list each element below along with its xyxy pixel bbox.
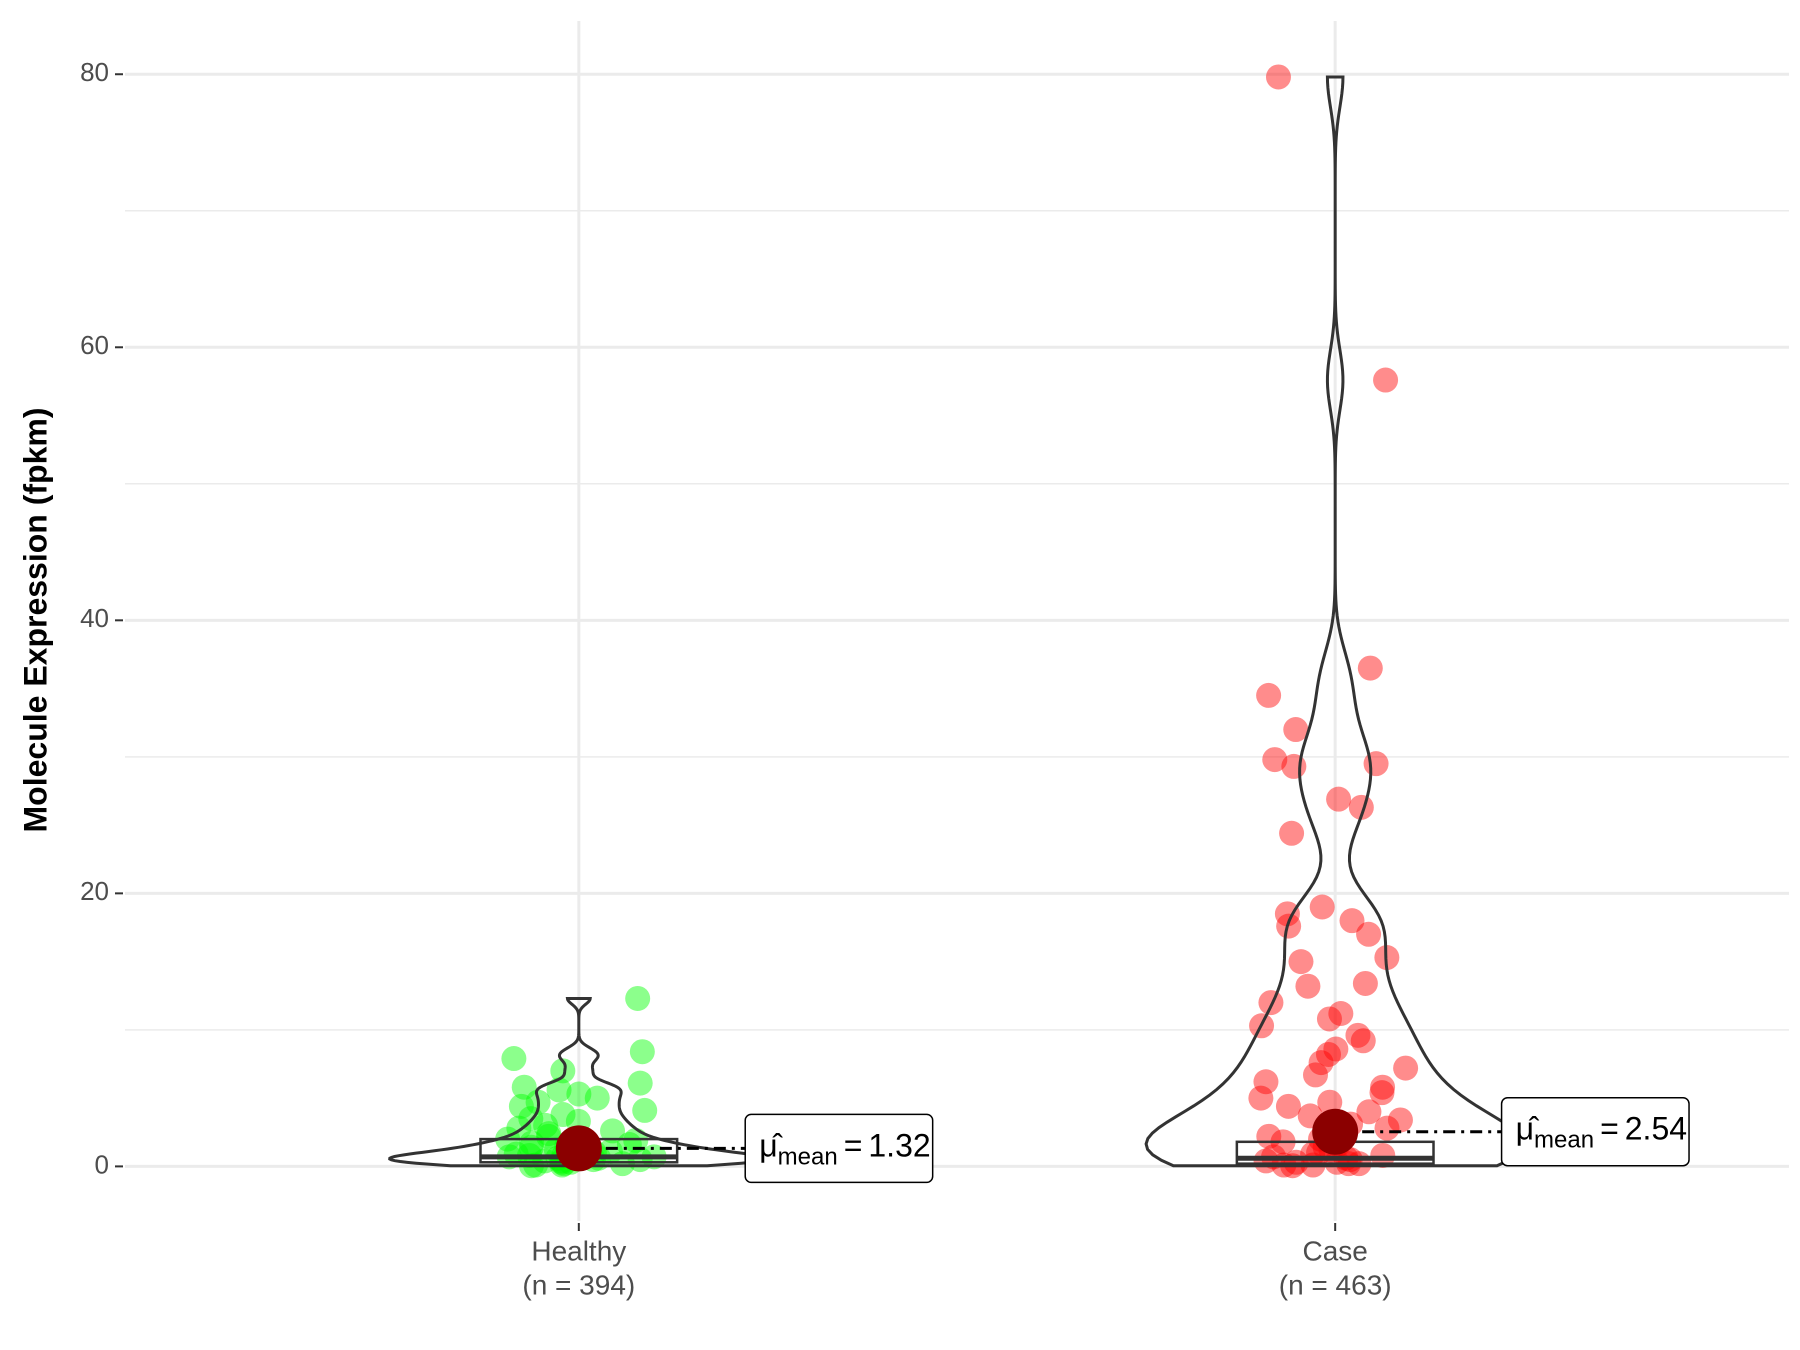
- data-point: [1370, 1074, 1396, 1100]
- y-axis-title: Molecule Expression (fpkm): [17, 408, 53, 833]
- data-point: [518, 1134, 544, 1160]
- data-point: [1373, 367, 1399, 393]
- data-point: [1262, 747, 1288, 773]
- data-point: [1248, 1085, 1274, 1111]
- data-point: [1328, 1000, 1354, 1026]
- mean-label: μ̂mean = 2.54: [1516, 1111, 1687, 1154]
- mean-point: [1312, 1108, 1359, 1155]
- data-point: [546, 1077, 572, 1103]
- data-point: [600, 1118, 626, 1144]
- mean-point: [555, 1125, 602, 1172]
- data-point: [1387, 1107, 1413, 1133]
- data-point: [1357, 655, 1383, 681]
- mean-label: μ̂mean = 1.32: [759, 1128, 930, 1171]
- violin: [1144, 75, 1526, 1168]
- y-tick-label: 20: [80, 876, 109, 906]
- data-point: [625, 985, 651, 1011]
- mean-value: 1.32: [868, 1128, 930, 1164]
- data-point: [1345, 1022, 1371, 1048]
- data-point: [1258, 990, 1284, 1016]
- mean-label-box: [1500, 1096, 1690, 1167]
- group: μ̂mean = 2.54: [1144, 64, 1690, 1179]
- y-tick-label: 60: [80, 330, 109, 360]
- data-point: [550, 1058, 576, 1084]
- data-point: [584, 1085, 610, 1111]
- data-point: [536, 1123, 562, 1149]
- x-tick-label: Case: [1302, 1235, 1367, 1266]
- data-point: [566, 1081, 592, 1107]
- data-point: [1356, 1099, 1382, 1125]
- data-point: [1316, 1006, 1342, 1032]
- data-point: [1370, 1142, 1396, 1168]
- y-tick-label: 80: [80, 57, 109, 87]
- data-point: [511, 1074, 537, 1100]
- data-point: [1308, 1050, 1334, 1076]
- violin: [388, 996, 770, 1168]
- data-point: [1352, 970, 1378, 996]
- x-count-label: (n = 463): [1279, 1269, 1392, 1300]
- data-point: [1288, 949, 1314, 975]
- y-tick-label: 0: [95, 1149, 109, 1179]
- mean-equals: =: [1600, 1111, 1619, 1147]
- mean-label-box: [744, 1113, 934, 1184]
- data-point: [1281, 753, 1307, 779]
- data-point: [1265, 64, 1291, 90]
- data-point: [1275, 1093, 1301, 1119]
- data-point: [1253, 1069, 1279, 1095]
- data-point: [550, 1102, 576, 1128]
- mean-value: 2.54: [1625, 1111, 1687, 1147]
- data-point: [1393, 1055, 1419, 1081]
- data-point: [1350, 1028, 1376, 1054]
- data-point: [1279, 820, 1305, 846]
- data-point: [627, 1070, 653, 1096]
- data-point: [1295, 973, 1321, 999]
- data-point: [1374, 1115, 1400, 1141]
- data-point: [629, 1039, 655, 1065]
- x-tick-label: Healthy: [531, 1235, 626, 1266]
- x-count-label: (n = 394): [522, 1269, 635, 1300]
- data-point: [1326, 786, 1352, 812]
- data-point: [1283, 717, 1309, 743]
- data-point: [1323, 1036, 1349, 1062]
- mean-equals: =: [844, 1128, 863, 1164]
- group: μ̂mean = 1.32: [388, 985, 934, 1184]
- data-point: [1256, 682, 1282, 708]
- data-point: [1274, 901, 1300, 927]
- data-point: [1339, 908, 1365, 934]
- y-tick-label: 40: [80, 603, 109, 633]
- data-point: [508, 1093, 534, 1119]
- data-point: [1302, 1062, 1328, 1088]
- mean-subscript: mean: [778, 1144, 838, 1171]
- data-point: [1315, 1041, 1341, 1067]
- data-point: [1356, 921, 1382, 947]
- data-point: [1317, 1089, 1343, 1115]
- data-point: [503, 1141, 529, 1167]
- data-point: [1369, 1080, 1395, 1106]
- data-point: [1309, 894, 1335, 920]
- data-point: [533, 1112, 559, 1138]
- data-point: [519, 1130, 545, 1156]
- data-point: [632, 1097, 658, 1123]
- mean-subscript: mean: [1534, 1127, 1594, 1154]
- data-point: [501, 1046, 527, 1072]
- data-point: [1363, 751, 1389, 777]
